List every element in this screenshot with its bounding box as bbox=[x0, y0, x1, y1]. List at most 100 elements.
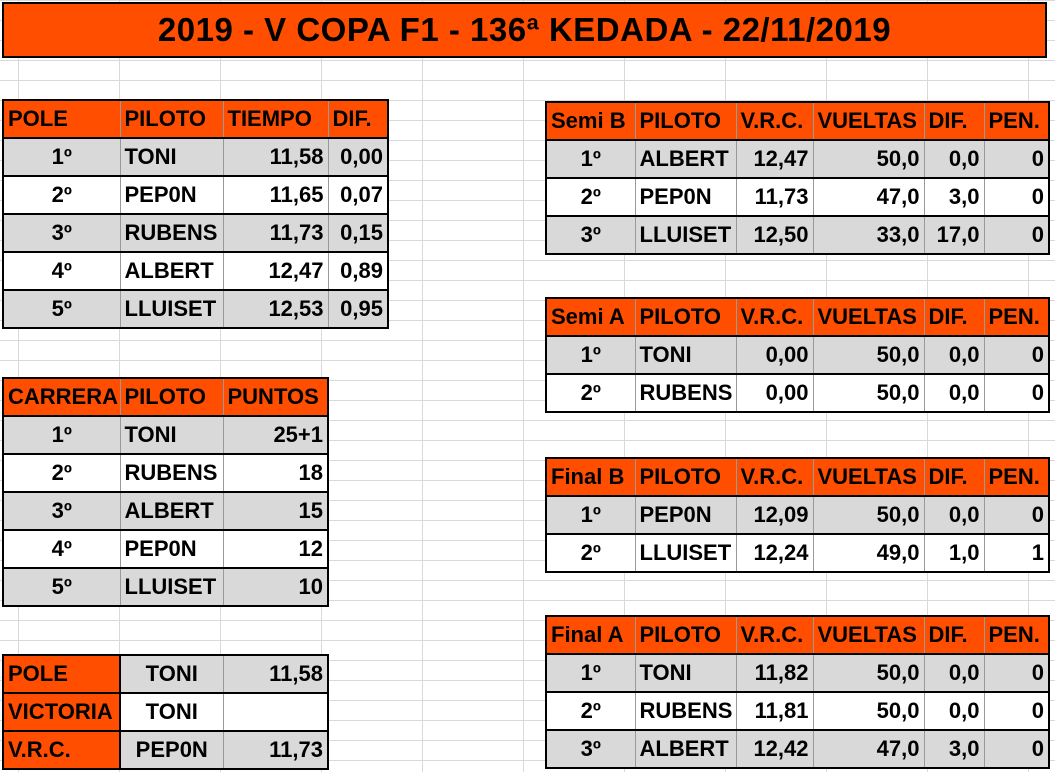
points-cell: 12 bbox=[222, 529, 329, 569]
laps-cell: 47,0 bbox=[812, 729, 925, 769]
laps-cell: 50,0 bbox=[812, 691, 925, 731]
table-header-row: Semi A PILOTO V.R.C. VUELTAS DIF. PEN. bbox=[545, 297, 1050, 337]
laps-cell: 50,0 bbox=[812, 653, 925, 693]
table-header-cell: DIF. bbox=[327, 99, 389, 139]
table-header-cell: PILOTO bbox=[634, 101, 737, 141]
points-cell: 25+1 bbox=[222, 415, 329, 455]
position-cell: 1º bbox=[545, 653, 636, 693]
table-header-cell: PILOTO bbox=[119, 99, 224, 139]
table-row: 4º PEP0N 12 bbox=[2, 529, 329, 569]
penalty-cell: 0 bbox=[983, 215, 1050, 255]
position-cell: 2º bbox=[2, 453, 121, 493]
diff-cell: 3,0 bbox=[923, 177, 985, 217]
table-header-cell: VUELTAS bbox=[812, 457, 925, 497]
table-row: 2º LLUISET 12,24 49,0 1,0 1 bbox=[545, 533, 1050, 573]
pole-table: POLE PILOTO TIEMPO DIF. 1º TONI 11,58 0,… bbox=[2, 99, 389, 329]
final-b-table: Final B PILOTO V.R.C. VUELTAS DIF. PEN. … bbox=[545, 457, 1050, 573]
driver-cell: PEP0N bbox=[119, 730, 224, 770]
position-cell: 1º bbox=[2, 137, 121, 177]
table-row: 1º TONI 0,00 50,0 0,0 0 bbox=[545, 335, 1050, 375]
laps-cell: 50,0 bbox=[812, 495, 925, 535]
penalty-cell: 0 bbox=[983, 335, 1050, 375]
summary-label-cell: POLE bbox=[2, 654, 121, 694]
vrc-cell: 12,24 bbox=[735, 533, 814, 573]
driver-cell: TONI bbox=[119, 654, 224, 694]
points-cell: 18 bbox=[222, 453, 329, 493]
driver-cell: ALBERT bbox=[634, 729, 737, 769]
table-header-cell: VUELTAS bbox=[812, 101, 925, 141]
laps-cell: 49,0 bbox=[812, 533, 925, 573]
table-row: 3º RUBENS 11,73 0,15 bbox=[2, 213, 389, 253]
table-row: 2º RUBENS 11,81 50,0 0,0 0 bbox=[545, 691, 1050, 731]
table-row: 1º TONI 11,58 0,00 bbox=[2, 137, 389, 177]
vrc-cell: 0,00 bbox=[735, 335, 814, 375]
table-header-cell: POLE bbox=[2, 99, 121, 139]
table-header-cell: PILOTO bbox=[634, 457, 737, 497]
final-a-table: Final A PILOTO V.R.C. VUELTAS DIF. PEN. … bbox=[545, 615, 1050, 769]
table-header-cell: PEN. bbox=[983, 615, 1050, 655]
table-header-cell: Semi A bbox=[545, 297, 636, 337]
table-header-cell: CARRERA bbox=[2, 377, 121, 417]
race-table: CARRERA PILOTO PUNTOS 1º TONI 25+1 2º RU… bbox=[2, 377, 329, 607]
driver-cell: ALBERT bbox=[634, 139, 737, 179]
vrc-cell: 12,42 bbox=[735, 729, 814, 769]
table-row: 1º ALBERT 12,47 50,0 0,0 0 bbox=[545, 139, 1050, 179]
laps-cell: 47,0 bbox=[812, 177, 925, 217]
driver-cell: TONI bbox=[119, 692, 224, 732]
table-row: 1º TONI 25+1 bbox=[2, 415, 329, 455]
table-row: V.R.C. PEP0N 11,73 bbox=[2, 730, 329, 770]
driver-cell: PEP0N bbox=[634, 177, 737, 217]
diff-cell: 0,07 bbox=[327, 175, 389, 215]
diff-cell: 0,95 bbox=[327, 289, 389, 329]
table-row: 1º TONI 11,82 50,0 0,0 0 bbox=[545, 653, 1050, 693]
position-cell: 3º bbox=[545, 215, 636, 255]
table-header-cell: DIF. bbox=[923, 297, 985, 337]
time-cell: 12,53 bbox=[222, 289, 329, 329]
table-row: 5º LLUISET 10 bbox=[2, 567, 329, 607]
summary-table: POLE TONI 11,58 VICTORIA TONI V.R.C. PEP… bbox=[2, 654, 329, 770]
diff-cell: 0,0 bbox=[923, 653, 985, 693]
penalty-cell: 1 bbox=[983, 533, 1050, 573]
diff-cell: 0,0 bbox=[923, 139, 985, 179]
diff-cell: 17,0 bbox=[923, 215, 985, 255]
position-cell: 4º bbox=[2, 529, 121, 569]
diff-cell: 0,0 bbox=[923, 373, 985, 413]
driver-cell: LLUISET bbox=[119, 567, 224, 607]
driver-cell: TONI bbox=[119, 415, 224, 455]
vrc-cell: 12,50 bbox=[735, 215, 814, 255]
penalty-cell: 0 bbox=[983, 177, 1050, 217]
position-cell: 3º bbox=[2, 491, 121, 531]
table-header-cell: Final B bbox=[545, 457, 636, 497]
points-cell: 15 bbox=[222, 491, 329, 531]
position-cell: 5º bbox=[2, 289, 121, 329]
table-header-cell: Final A bbox=[545, 615, 636, 655]
summary-label-cell: VICTORIA bbox=[2, 692, 121, 732]
table-header-cell: PILOTO bbox=[119, 377, 224, 417]
table-row: 2º RUBENS 0,00 50,0 0,0 0 bbox=[545, 373, 1050, 413]
vrc-cell: 11,81 bbox=[735, 691, 814, 731]
time-cell: 11,58 bbox=[222, 137, 329, 177]
driver-cell: RUBENS bbox=[634, 691, 737, 731]
table-row: 1º PEP0N 12,09 50,0 0,0 0 bbox=[545, 495, 1050, 535]
table-header-row: Semi B PILOTO V.R.C. VUELTAS DIF. PEN. bbox=[545, 101, 1050, 141]
driver-cell: ALBERT bbox=[119, 251, 224, 291]
vrc-cell: 12,47 bbox=[735, 139, 814, 179]
diff-cell: 0,0 bbox=[923, 691, 985, 731]
table-header-cell: Semi B bbox=[545, 101, 636, 141]
position-cell: 2º bbox=[2, 175, 121, 215]
table-row: 5º LLUISET 12,53 0,95 bbox=[2, 289, 389, 329]
position-cell: 1º bbox=[545, 335, 636, 375]
driver-cell: TONI bbox=[634, 335, 737, 375]
page-title: 2019 - V COPA F1 - 136ª KEDADA - 22/11/2… bbox=[2, 2, 1047, 58]
table-row: 2º PEP0N 11,73 47,0 3,0 0 bbox=[545, 177, 1050, 217]
table-row: 3º ALBERT 12,42 47,0 3,0 0 bbox=[545, 729, 1050, 769]
table-header-cell: V.R.C. bbox=[735, 457, 814, 497]
penalty-cell: 0 bbox=[983, 691, 1050, 731]
table-header-cell: DIF. bbox=[923, 457, 985, 497]
position-cell: 2º bbox=[545, 373, 636, 413]
table-header-cell: PILOTO bbox=[634, 297, 737, 337]
table-row: 3º ALBERT 15 bbox=[2, 491, 329, 531]
driver-cell: LLUISET bbox=[119, 289, 224, 329]
driver-cell: RUBENS bbox=[119, 453, 224, 493]
value-cell: 11,58 bbox=[222, 654, 329, 694]
